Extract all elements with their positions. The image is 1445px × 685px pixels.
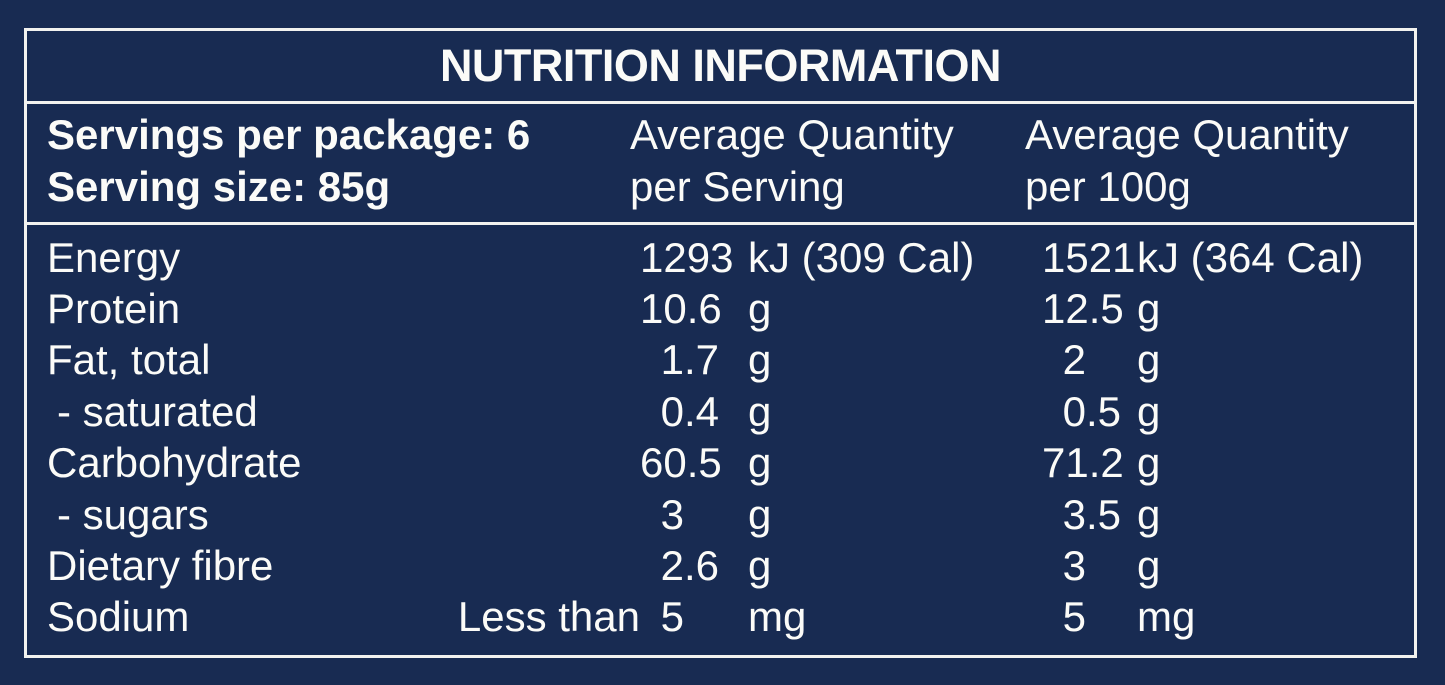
row-protein: Protein 10.6 g 12.5 g — [27, 283, 1414, 334]
per-100g-value: 3.5 — [1062, 490, 1122, 538]
per-serving-unit: g — [748, 490, 772, 538]
row-carbohydrate: Carbohydrate 60.5 g 71.2 g — [27, 438, 1414, 489]
per-100g-unit: g — [1137, 387, 1161, 435]
serving-info: Servings per package: 6 Serving size: 85… — [27, 109, 630, 222]
nutrient-label: - saturated — [57, 387, 258, 435]
per-100g-unit: g — [1137, 439, 1161, 487]
per-serving-header-line1: Average Quantity — [630, 111, 954, 158]
per-serving-unit: g — [748, 387, 772, 435]
nutrient-label: Dietary fibre — [47, 542, 274, 590]
serving-size: Serving size: 85g — [47, 163, 391, 210]
per-serving-value: 5 — [660, 593, 684, 641]
row-saturated-fat: - saturated 0.4 g 0.5 g — [27, 386, 1414, 437]
per-serving-unit: g — [748, 285, 772, 333]
nutrient-label: Sodium — [47, 593, 190, 641]
per-100g-unit: kJ (364 Cal) — [1137, 233, 1364, 281]
per-100g-value: 3 — [1062, 542, 1086, 590]
nutrient-label: Energy — [47, 233, 181, 281]
row-energy: Energy 12 93 kJ (309 Cal) 15 21 kJ (364 Ca… — [27, 232, 1414, 283]
servings-per-package: Servings per package: 6 — [47, 111, 531, 158]
per-100g-value: 0.5 — [1062, 387, 1122, 435]
per-100g-header-line2: per 100g — [1025, 163, 1191, 210]
per-100g-unit: mg — [1137, 593, 1196, 641]
column-header-per-serving: Average Quantity per Serving — [630, 109, 1025, 222]
nutrient-label: Protein — [47, 285, 181, 333]
per-serving-header-line2: per Serving — [630, 163, 845, 210]
per-serving-unit: g — [748, 439, 772, 487]
per-serving-value: 1.7 — [660, 336, 720, 384]
per-serving-qualifier: Less than — [457, 593, 640, 641]
per-100g-value: 15 21 — [1042, 233, 1136, 281]
per-serving-unit: g — [748, 542, 772, 590]
per-serving-unit: kJ (309 Cal) — [748, 233, 975, 281]
row-fat-total: Fat, total 1.7 g 2 g — [27, 335, 1414, 386]
per-100g-unit: g — [1137, 285, 1161, 333]
table-header: Servings per package: 6 Serving size: 85… — [27, 104, 1414, 225]
nutrient-label: - sugars — [57, 490, 209, 538]
nutrient-table: Energy 12 93 kJ (309 Cal) 15 21 kJ (364 Ca… — [27, 225, 1414, 655]
per-serving-value: 0.4 — [660, 387, 720, 435]
per-serving-value: 60.5 — [640, 439, 722, 487]
nutrient-label: Carbohydrate — [47, 439, 302, 487]
nutrient-label: Fat, total — [47, 336, 211, 384]
per-serving-value: 2.6 — [660, 542, 720, 590]
per-serving-value: 12 93 — [640, 233, 734, 281]
column-header-per-100g: Average Quantity per 100g — [1025, 109, 1414, 222]
nutrition-panel: NUTRITION INFORMATION Servings per packa… — [24, 28, 1417, 658]
row-dietary-fibre: Dietary fibre 2.6 g 3 g — [27, 540, 1414, 591]
per-serving-value: 3 — [660, 490, 684, 538]
per-100g-unit: g — [1137, 542, 1161, 590]
per-100g-unit: g — [1137, 336, 1161, 384]
row-sodium: Sodium Less than 5 mg 5 mg — [27, 592, 1414, 643]
per-100g-header-line1: Average Quantity — [1025, 111, 1349, 158]
per-100g-value: 5 — [1062, 593, 1086, 641]
per-serving-value: 10.6 — [640, 285, 722, 333]
per-serving-unit: g — [748, 336, 772, 384]
row-sugars: - sugars 3 g 3.5 g — [27, 489, 1414, 540]
panel-title: NUTRITION INFORMATION — [27, 31, 1414, 104]
per-100g-value: 71.2 — [1042, 439, 1124, 487]
per-100g-value: 12.5 — [1042, 285, 1124, 333]
per-100g-unit: g — [1137, 490, 1161, 538]
per-serving-unit: mg — [748, 593, 807, 641]
per-100g-value: 2 — [1062, 336, 1086, 384]
